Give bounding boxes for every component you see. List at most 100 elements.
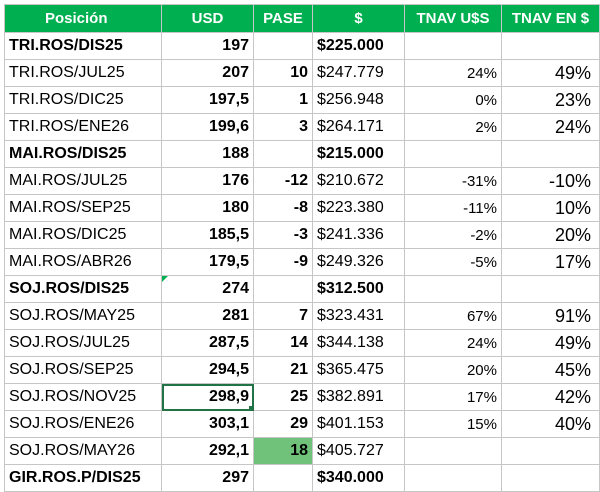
cell-tnav-usd[interactable] — [404, 275, 502, 303]
cell-pase[interactable] — [253, 140, 313, 168]
cell-usd[interactable]: 287,5 — [161, 329, 254, 357]
cell-price[interactable]: $340.000 — [312, 464, 405, 492]
cell-usd[interactable]: 180 — [161, 194, 254, 222]
cell-pase[interactable]: 3 — [253, 113, 313, 141]
cell-tnav-usd[interactable]: 15% — [404, 410, 502, 438]
cell-tnav-usd[interactable] — [404, 140, 502, 168]
cell-tnav-ars[interactable]: 49% — [501, 329, 600, 357]
cell-pase[interactable]: -3 — [253, 221, 313, 249]
cell-posicion[interactable]: SOJ.ROS/MAY25 — [4, 302, 162, 330]
cell-price[interactable]: $382.891 — [312, 383, 405, 411]
header-price[interactable]: $ — [312, 4, 405, 33]
cell-tnav-ars[interactable]: 17% — [501, 248, 600, 276]
cell-usd[interactable]: 297 — [161, 464, 254, 492]
cell-pase[interactable]: -12 — [253, 167, 313, 195]
cell-tnav-ars[interactable] — [501, 140, 600, 168]
cell-posicion[interactable]: GIR.ROS.P/DIS25 — [4, 464, 162, 492]
cell-usd[interactable]: 292,1 — [161, 437, 254, 465]
header-tnav-ars[interactable]: TNAV EN $ — [501, 4, 600, 33]
cell-usd[interactable]: 294,5 — [161, 356, 254, 384]
cell-usd[interactable]: 197 — [161, 32, 254, 60]
cell-tnav-ars[interactable]: 20% — [501, 221, 600, 249]
cell-tnav-ars[interactable] — [501, 437, 600, 465]
cell-tnav-usd[interactable]: 20% — [404, 356, 502, 384]
cell-tnav-usd[interactable] — [404, 464, 502, 492]
cell-posicion[interactable]: MAI.ROS/JUL25 — [4, 167, 162, 195]
cell-posicion[interactable]: SOJ.ROS/SEP25 — [4, 356, 162, 384]
cell-pase[interactable]: 25 — [253, 383, 313, 411]
cell-posicion[interactable]: TRI.ROS/JUL25 — [4, 59, 162, 87]
cell-price[interactable]: $264.171 — [312, 113, 405, 141]
cell-posicion[interactable]: MAI.ROS/ABR26 — [4, 248, 162, 276]
cell-posicion[interactable]: SOJ.ROS/NOV25 — [4, 383, 162, 411]
cell-posicion[interactable]: SOJ.ROS/JUL25 — [4, 329, 162, 357]
cell-tnav-ars[interactable] — [501, 275, 600, 303]
cell-posicion[interactable]: TRI.ROS/DIC25 — [4, 86, 162, 114]
cell-price[interactable]: $256.948 — [312, 86, 405, 114]
cell-tnav-ars[interactable]: 42% — [501, 383, 600, 411]
header-posicion[interactable]: Posición — [4, 4, 162, 33]
cell-pase[interactable] — [253, 275, 313, 303]
cell-tnav-usd[interactable] — [404, 32, 502, 60]
cell-posicion[interactable]: MAI.ROS/SEP25 — [4, 194, 162, 222]
header-usd[interactable]: USD — [161, 4, 254, 33]
cell-pase[interactable] — [253, 32, 313, 60]
cell-tnav-usd[interactable]: -11% — [404, 194, 502, 222]
cell-posicion[interactable]: TRI.ROS/ENE26 — [4, 113, 162, 141]
cell-price[interactable]: $215.000 — [312, 140, 405, 168]
cell-tnav-usd[interactable]: 24% — [404, 59, 502, 87]
cell-posicion[interactable]: MAI.ROS/DIS25 — [4, 140, 162, 168]
cell-tnav-ars[interactable]: 23% — [501, 86, 600, 114]
cell-price[interactable]: $405.727 — [312, 437, 405, 465]
cell-tnav-ars[interactable]: 40% — [501, 410, 600, 438]
cell-price[interactable]: $210.672 — [312, 167, 405, 195]
cell-pase[interactable]: 10 — [253, 59, 313, 87]
cell-pase[interactable] — [253, 464, 313, 492]
cell-tnav-ars[interactable]: 10% — [501, 194, 600, 222]
cell-price[interactable]: $241.336 — [312, 221, 405, 249]
cell-tnav-usd[interactable]: 24% — [404, 329, 502, 357]
cell-tnav-ars[interactable]: 91% — [501, 302, 600, 330]
cell-tnav-ars[interactable]: 24% — [501, 113, 600, 141]
cell-pase[interactable]: 29 — [253, 410, 313, 438]
cell-posicion[interactable]: SOJ.ROS/MAY26 — [4, 437, 162, 465]
header-tnav-usd[interactable]: TNAV U$S — [404, 4, 502, 33]
cell-tnav-usd[interactable]: 2% — [404, 113, 502, 141]
cell-usd[interactable]: 303,1 — [161, 410, 254, 438]
cell-tnav-usd[interactable]: -2% — [404, 221, 502, 249]
cell-pase[interactable]: -9 — [253, 248, 313, 276]
cell-pase[interactable]: 7 — [253, 302, 313, 330]
cell-tnav-ars[interactable]: 45% — [501, 356, 600, 384]
cell-posicion[interactable]: MAI.ROS/DIC25 — [4, 221, 162, 249]
cell-price[interactable]: $401.153 — [312, 410, 405, 438]
cell-usd[interactable]: 179,5 — [161, 248, 254, 276]
cell-usd[interactable]: 176 — [161, 167, 254, 195]
cell-posicion[interactable]: SOJ.ROS/ENE26 — [4, 410, 162, 438]
cell-pase[interactable]: 21 — [253, 356, 313, 384]
cell-tnav-usd[interactable]: -5% — [404, 248, 502, 276]
cell-pase[interactable]: 1 — [253, 86, 313, 114]
cell-price[interactable]: $344.138 — [312, 329, 405, 357]
header-pase[interactable]: PASE — [253, 4, 313, 33]
cell-usd[interactable]: 199,6 — [161, 113, 254, 141]
cell-price[interactable]: $365.475 — [312, 356, 405, 384]
cell-tnav-ars[interactable] — [501, 32, 600, 60]
cell-tnav-usd[interactable]: -31% — [404, 167, 502, 195]
cell-usd[interactable]: 298,9 — [161, 383, 254, 411]
cell-pase[interactable]: 18 — [253, 437, 313, 465]
cell-usd[interactable]: 274 — [161, 275, 254, 303]
cell-tnav-usd[interactable]: 17% — [404, 383, 502, 411]
cell-pase[interactable]: 14 — [253, 329, 313, 357]
cell-price[interactable]: $223.380 — [312, 194, 405, 222]
cell-price[interactable]: $225.000 — [312, 32, 405, 60]
cell-price[interactable]: $323.431 — [312, 302, 405, 330]
cell-price[interactable]: $247.779 — [312, 59, 405, 87]
cell-usd[interactable]: 197,5 — [161, 86, 254, 114]
cell-price[interactable]: $312.500 — [312, 275, 405, 303]
cell-usd[interactable]: 185,5 — [161, 221, 254, 249]
cell-tnav-ars[interactable]: 49% — [501, 59, 600, 87]
cell-tnav-ars[interactable]: -10% — [501, 167, 600, 195]
cell-usd[interactable]: 188 — [161, 140, 254, 168]
cell-posicion[interactable]: TRI.ROS/DIS25 — [4, 32, 162, 60]
cell-price[interactable]: $249.326 — [312, 248, 405, 276]
